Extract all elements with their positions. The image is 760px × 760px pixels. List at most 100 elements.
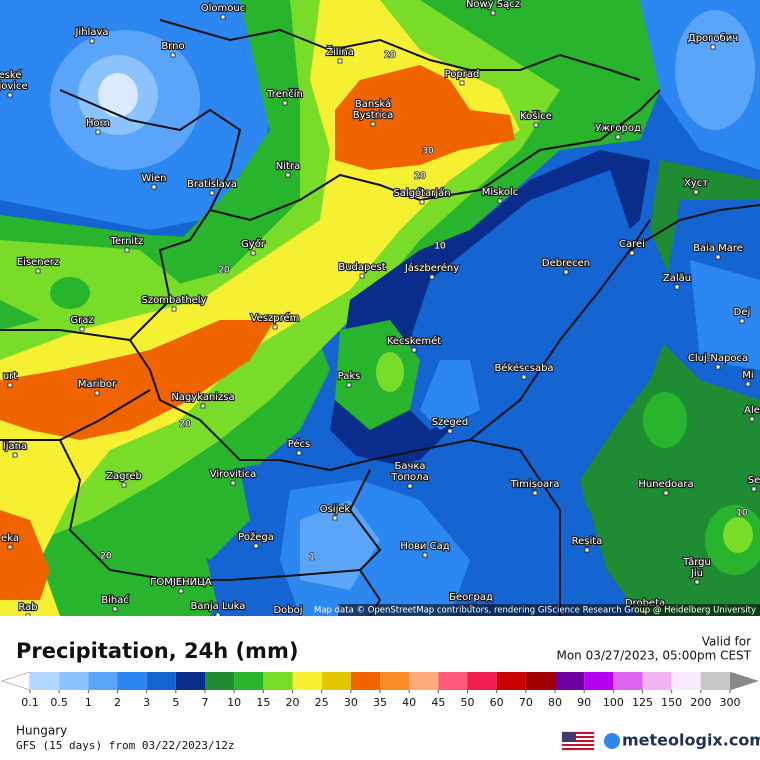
city: Požega (237, 530, 275, 549)
legend-tick-label: 50 (461, 696, 475, 709)
contour-label: 20 (179, 420, 191, 430)
city-label: Se (748, 475, 760, 486)
city: Wien (140, 172, 168, 190)
city-marker (715, 364, 721, 370)
city: Győr (240, 237, 267, 256)
city: Nagykanizsa (170, 391, 236, 409)
border (629, 204, 760, 251)
city-label: Бачка (394, 461, 425, 472)
city-label: Jászberény (404, 262, 459, 274)
city-label: Kecskemét (387, 335, 441, 347)
borders (0, 19, 760, 616)
city-marker (170, 52, 176, 58)
city-marker (749, 416, 755, 422)
city-marker (121, 482, 127, 488)
precip-area (50, 277, 90, 309)
city: Baia Mare (692, 242, 744, 260)
city-marker (411, 347, 417, 353)
attribution-bg (338, 604, 760, 616)
city-label: ГОМЈЕНИЦА (150, 577, 212, 588)
city-label: Rab (18, 602, 37, 613)
city-label: Zagreb (106, 471, 142, 482)
city-label: eské (0, 69, 21, 81)
legend-swatch (175, 672, 205, 690)
city-marker (209, 190, 215, 196)
city-marker (751, 486, 757, 492)
city-marker (615, 134, 621, 140)
city-marker (459, 80, 465, 86)
city: Salgótarján (392, 186, 452, 205)
legend-swatch (234, 672, 264, 690)
legend-swatch (496, 672, 526, 690)
city: Kecskemét (386, 334, 442, 353)
city-label: Cluj-Napoca (688, 353, 748, 364)
legend-swatch (350, 672, 380, 690)
city-label: Bystrica (353, 110, 393, 121)
city-label: Salgótarján (393, 187, 450, 199)
city-marker (124, 247, 130, 253)
contour-label: 20 (100, 552, 112, 562)
city-label: Ale (744, 405, 760, 416)
city-label: Timișoara (510, 479, 560, 490)
city-label: Bihać (101, 594, 129, 606)
city-label: Olomouc (201, 3, 245, 14)
city-label: Miskolc (482, 187, 518, 198)
city-marker (710, 44, 716, 50)
city-marker (447, 428, 453, 434)
city-marker (533, 122, 539, 128)
legend-swatch (59, 672, 89, 690)
city: Debrecen (541, 257, 591, 275)
city: eskéějovice (0, 68, 29, 98)
city-label: Jiu (690, 568, 703, 579)
legend-tick-label: 0.1 (21, 696, 39, 709)
city-marker (171, 306, 177, 312)
city: Rab (17, 601, 39, 616)
city: Osijek (319, 503, 352, 521)
contour-label: 20 (384, 51, 396, 61)
valid-time: Mon 03/27/2023, 05:00pm CEST (556, 649, 751, 663)
city: Košice (519, 109, 553, 128)
border (348, 469, 382, 571)
city-marker (532, 490, 538, 496)
border (0, 329, 131, 341)
city: Нови Сад (399, 540, 451, 558)
city-label: Hunedoara (638, 479, 693, 490)
legend-tick-label: 90 (577, 696, 591, 709)
city-label: Poprad (445, 69, 480, 80)
precip-area (675, 10, 755, 130)
city-marker (563, 269, 569, 275)
city-marker (521, 374, 527, 380)
city: Mi (741, 369, 755, 387)
contour-label: 10 (434, 242, 446, 252)
city-label: Reșita (572, 536, 603, 547)
attribution: Map data © OpenStreetMap contributors, r… (314, 606, 756, 616)
legend-tick-label: 100 (603, 696, 624, 709)
city-label: Dej (734, 307, 751, 318)
legend-swatch (146, 672, 176, 690)
city-label: Nitra (276, 161, 300, 172)
legend-tick-label: 150 (661, 696, 682, 709)
city-label: Дрогобич (688, 33, 738, 44)
city: Miskolc (481, 186, 519, 204)
city-label: Bratislava (187, 179, 237, 190)
city-label: Virovitica (210, 469, 256, 480)
city-label: Košice (520, 110, 552, 122)
city-label: Nagykanizsa (171, 392, 234, 403)
city-marker (419, 199, 425, 205)
legend-swatch (380, 672, 410, 690)
city-marker (674, 284, 680, 290)
city-label: urt (3, 371, 17, 382)
city-label: Jihlava (74, 27, 108, 38)
brand-logo (604, 733, 620, 749)
city-marker (497, 198, 503, 204)
contour-label: 20 (218, 266, 230, 276)
city-marker (7, 544, 13, 550)
flag-canton (562, 732, 576, 742)
legend-tick-label: 1 (85, 696, 92, 709)
precip-area (690, 260, 760, 370)
legend-tick-label: 80 (548, 696, 562, 709)
city-label: Budapest (338, 262, 385, 273)
city-marker (7, 382, 13, 388)
legend-swatch (671, 672, 701, 690)
city-label: ljana (3, 441, 27, 452)
